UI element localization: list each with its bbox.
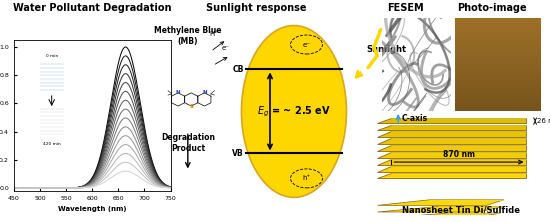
Bar (455, 103, 541, 105)
Ellipse shape (241, 26, 346, 197)
Bar (455, 100, 541, 102)
Polygon shape (377, 159, 526, 165)
Polygon shape (377, 125, 526, 130)
Bar (455, 98, 541, 100)
Bar (455, 61, 541, 63)
Bar (455, 44, 541, 46)
Bar (455, 75, 541, 77)
Bar (455, 91, 541, 92)
Bar (455, 92, 541, 94)
Polygon shape (377, 145, 526, 151)
Bar (455, 74, 541, 75)
Text: h⁺: h⁺ (302, 175, 311, 181)
X-axis label: Wavelength (nm): Wavelength (nm) (58, 206, 126, 212)
Polygon shape (377, 206, 504, 212)
Bar (455, 33, 541, 35)
Text: Sunlight response: Sunlight response (206, 3, 306, 13)
Polygon shape (377, 131, 526, 137)
Bar (455, 105, 541, 107)
Bar (455, 77, 541, 79)
Bar (455, 29, 541, 31)
Bar (455, 20, 541, 22)
Text: Sunlight: Sunlight (366, 45, 406, 54)
Text: Photo-image: Photo-image (458, 3, 527, 13)
Bar (455, 40, 541, 42)
Polygon shape (377, 152, 526, 158)
Text: $E_g$ = ~ 2.5 eV: $E_g$ = ~ 2.5 eV (257, 104, 331, 119)
Bar (455, 64, 541, 66)
Bar (455, 89, 541, 91)
Bar (455, 57, 541, 59)
Bar (455, 25, 541, 27)
Text: Degradation
Product: Degradation Product (161, 133, 215, 153)
Text: Methylene Blue
(MB): Methylene Blue (MB) (154, 26, 222, 46)
Bar (455, 85, 541, 87)
Bar (455, 36, 541, 38)
Text: N: N (176, 90, 180, 95)
Text: C-axis: C-axis (402, 114, 428, 123)
Bar (455, 96, 541, 98)
Text: S: S (189, 104, 193, 109)
Bar (455, 81, 541, 83)
Bar (455, 72, 541, 74)
Bar (455, 22, 541, 23)
Bar (455, 66, 541, 68)
Bar (455, 46, 541, 48)
Bar (455, 31, 541, 33)
Bar (455, 59, 541, 61)
Text: 420 min: 420 min (43, 141, 61, 145)
Bar (455, 18, 541, 20)
Bar (455, 48, 541, 50)
Bar (455, 94, 541, 96)
Polygon shape (377, 166, 526, 172)
Text: Water Pollutant Degradation: Water Pollutant Degradation (13, 3, 172, 13)
Bar (455, 83, 541, 85)
Polygon shape (377, 213, 500, 219)
Text: Nanosheet Tin Di/Sulfide: Nanosheet Tin Di/Sulfide (402, 205, 520, 214)
Bar (455, 79, 541, 81)
Polygon shape (377, 200, 504, 205)
Bar (455, 38, 541, 40)
Bar (455, 23, 541, 25)
Text: 26 nm: 26 nm (537, 118, 550, 124)
Bar (455, 42, 541, 44)
Bar (455, 27, 541, 29)
Bar (455, 109, 541, 111)
Bar (455, 55, 541, 57)
Text: 870 nm: 870 nm (443, 150, 475, 159)
Bar (455, 53, 541, 55)
Text: H⁺: H⁺ (210, 30, 218, 37)
Bar (455, 102, 541, 103)
Bar (455, 107, 541, 109)
Text: VB: VB (232, 149, 244, 158)
Bar (455, 87, 541, 89)
Bar (455, 35, 541, 36)
Text: CB: CB (232, 65, 244, 74)
Bar (455, 70, 541, 72)
Polygon shape (377, 173, 526, 178)
Polygon shape (377, 138, 526, 144)
Bar (455, 51, 541, 53)
Bar (455, 63, 541, 64)
Bar (455, 68, 541, 70)
Bar (455, 50, 541, 51)
Polygon shape (377, 118, 526, 123)
Text: e⁻: e⁻ (302, 42, 311, 48)
Text: e⁻: e⁻ (222, 44, 229, 51)
Text: 0 min: 0 min (46, 54, 58, 58)
Text: FESEM: FESEM (388, 3, 424, 13)
Text: N: N (202, 90, 207, 95)
